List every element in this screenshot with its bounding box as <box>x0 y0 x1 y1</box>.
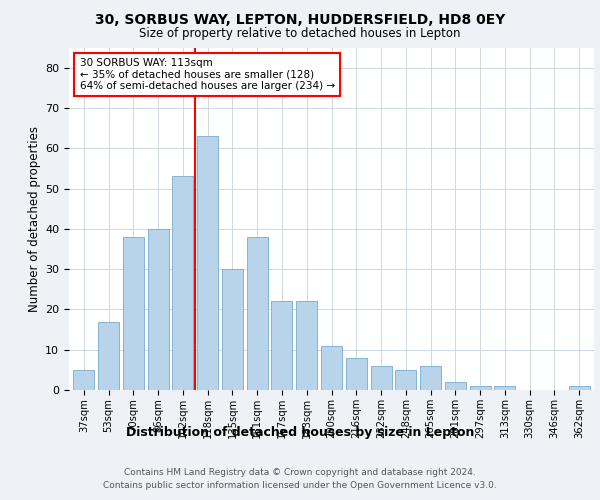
Text: 30 SORBUS WAY: 113sqm
← 35% of detached houses are smaller (128)
64% of semi-det: 30 SORBUS WAY: 113sqm ← 35% of detached … <box>79 58 335 91</box>
Bar <box>470 386 491 390</box>
Bar <box>123 237 144 390</box>
Bar <box>371 366 392 390</box>
Bar <box>98 322 119 390</box>
Bar <box>346 358 367 390</box>
Bar <box>296 302 317 390</box>
Bar <box>271 302 292 390</box>
Bar <box>395 370 416 390</box>
Bar <box>73 370 94 390</box>
Text: Size of property relative to detached houses in Lepton: Size of property relative to detached ho… <box>139 28 461 40</box>
Bar <box>247 237 268 390</box>
Text: 30, SORBUS WAY, LEPTON, HUDDERSFIELD, HD8 0EY: 30, SORBUS WAY, LEPTON, HUDDERSFIELD, HD… <box>95 12 505 26</box>
Bar <box>494 386 515 390</box>
Text: Contains HM Land Registry data © Crown copyright and database right 2024.: Contains HM Land Registry data © Crown c… <box>124 468 476 477</box>
Y-axis label: Number of detached properties: Number of detached properties <box>28 126 41 312</box>
Bar <box>569 386 590 390</box>
Bar <box>420 366 441 390</box>
Text: Distribution of detached houses by size in Lepton: Distribution of detached houses by size … <box>126 426 474 439</box>
Bar <box>172 176 193 390</box>
Bar <box>197 136 218 390</box>
Bar <box>148 229 169 390</box>
Text: Contains public sector information licensed under the Open Government Licence v3: Contains public sector information licen… <box>103 482 497 490</box>
Bar <box>445 382 466 390</box>
Bar <box>321 346 342 390</box>
Bar <box>222 269 243 390</box>
